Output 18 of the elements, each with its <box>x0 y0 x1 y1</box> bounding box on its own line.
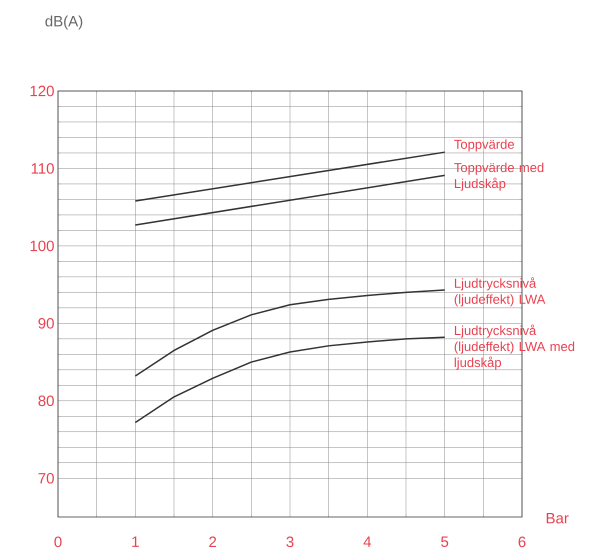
y-tick-label: 80 <box>38 395 54 406</box>
y-tick-label: 100 <box>30 240 54 252</box>
series-label: Toppvärde <box>454 139 514 152</box>
x-tick-label: 2 <box>209 536 216 547</box>
x-tick-label: 5 <box>441 536 448 547</box>
x-tick-label: 0 <box>54 536 62 548</box>
line-series <box>134 336 446 424</box>
line-series <box>134 289 446 377</box>
y-tick-label: 120 <box>30 86 54 96</box>
y-tick-label: 90 <box>38 318 54 329</box>
x-tick-label: 6 <box>518 536 526 548</box>
y-tick-label: 70 <box>38 472 54 484</box>
x-tick-label: 1 <box>132 536 139 547</box>
x-axis-title: Bar <box>546 512 569 524</box>
y-axis-title: dB(A) <box>45 15 82 30</box>
x-tick-label: 3 <box>286 536 294 548</box>
y-tick-label: 110 <box>32 163 54 174</box>
x-tick-label: 4 <box>364 536 372 547</box>
